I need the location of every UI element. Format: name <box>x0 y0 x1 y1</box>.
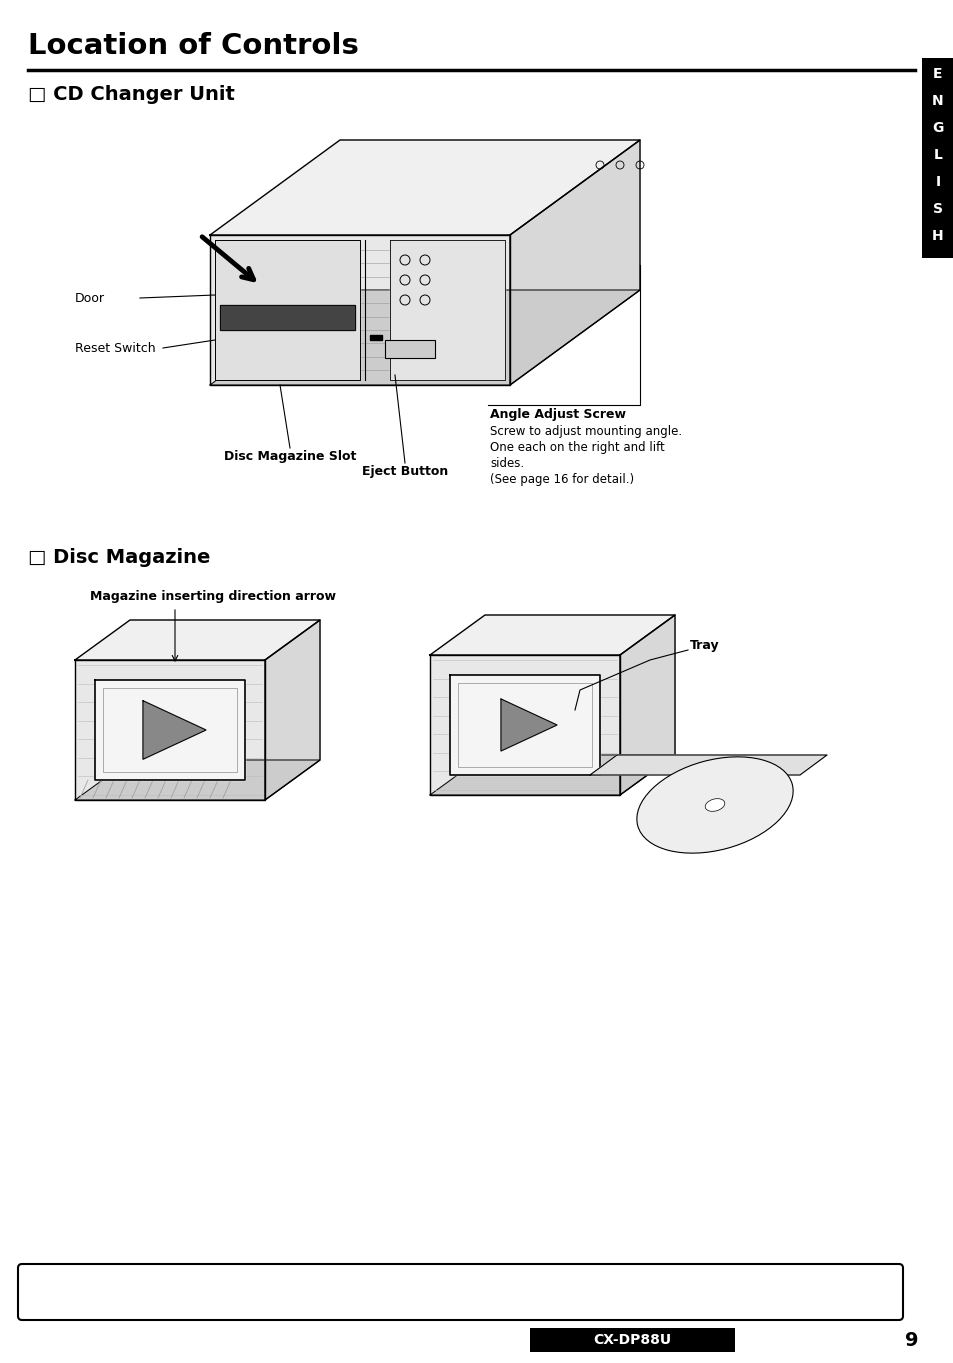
Text: Disc Magazine Slot: Disc Magazine Slot <box>224 450 355 463</box>
Text: L: L <box>933 149 942 162</box>
Polygon shape <box>75 761 319 800</box>
Polygon shape <box>143 701 206 759</box>
Text: I: I <box>935 174 940 189</box>
Ellipse shape <box>704 799 724 811</box>
Polygon shape <box>450 675 599 776</box>
Polygon shape <box>430 656 619 795</box>
Text: □ CD Changer Unit: □ CD Changer Unit <box>28 85 234 104</box>
Polygon shape <box>210 140 639 234</box>
Polygon shape <box>430 615 675 656</box>
Text: Tray: Tray <box>689 638 719 652</box>
Text: S: S <box>932 202 942 215</box>
Polygon shape <box>210 234 510 384</box>
Ellipse shape <box>637 756 792 853</box>
Polygon shape <box>390 240 504 380</box>
Text: Screw to adjust mounting angle.: Screw to adjust mounting angle. <box>490 425 681 438</box>
Text: 9: 9 <box>904 1330 918 1349</box>
Polygon shape <box>75 620 319 660</box>
Text: CX-DP88U: CX-DP88U <box>593 1333 671 1347</box>
Text: sides.: sides. <box>490 457 523 470</box>
Polygon shape <box>75 660 265 800</box>
Bar <box>921 59 953 258</box>
Polygon shape <box>95 680 245 780</box>
Text: One each on the right and lift: One each on the right and lift <box>490 442 664 454</box>
Text: Reset Switch: Reset Switch <box>75 342 155 354</box>
Polygon shape <box>220 305 355 330</box>
FancyBboxPatch shape <box>18 1264 902 1319</box>
Text: E: E <box>932 67 942 80</box>
Polygon shape <box>589 755 826 776</box>
Polygon shape <box>214 240 359 380</box>
Polygon shape <box>500 699 557 751</box>
Text: H: H <box>931 229 943 243</box>
Text: G: G <box>931 121 943 135</box>
Text: Magazine inserting direction arrow: Magazine inserting direction arrow <box>90 590 335 602</box>
Polygon shape <box>619 615 675 795</box>
Text: (See page 16 for detail.): (See page 16 for detail.) <box>490 473 634 487</box>
Polygon shape <box>210 290 639 384</box>
Text: Location of Controls: Location of Controls <box>28 31 358 60</box>
Bar <box>385 339 435 358</box>
Bar <box>530 1328 734 1352</box>
Polygon shape <box>510 140 639 384</box>
Text: Eject Button: Eject Button <box>361 465 448 478</box>
Polygon shape <box>430 755 675 795</box>
Text: N: N <box>931 94 943 108</box>
Bar <box>370 335 381 339</box>
Text: Door: Door <box>75 292 105 304</box>
Polygon shape <box>265 620 319 800</box>
Text: Note: Do not use 3" (8 cm) compact discs.: Note: Do not use 3" (8 cm) compact discs… <box>38 1284 397 1299</box>
Text: Angle Adjust Screw: Angle Adjust Screw <box>490 408 625 421</box>
Text: □ Disc Magazine: □ Disc Magazine <box>28 548 211 567</box>
